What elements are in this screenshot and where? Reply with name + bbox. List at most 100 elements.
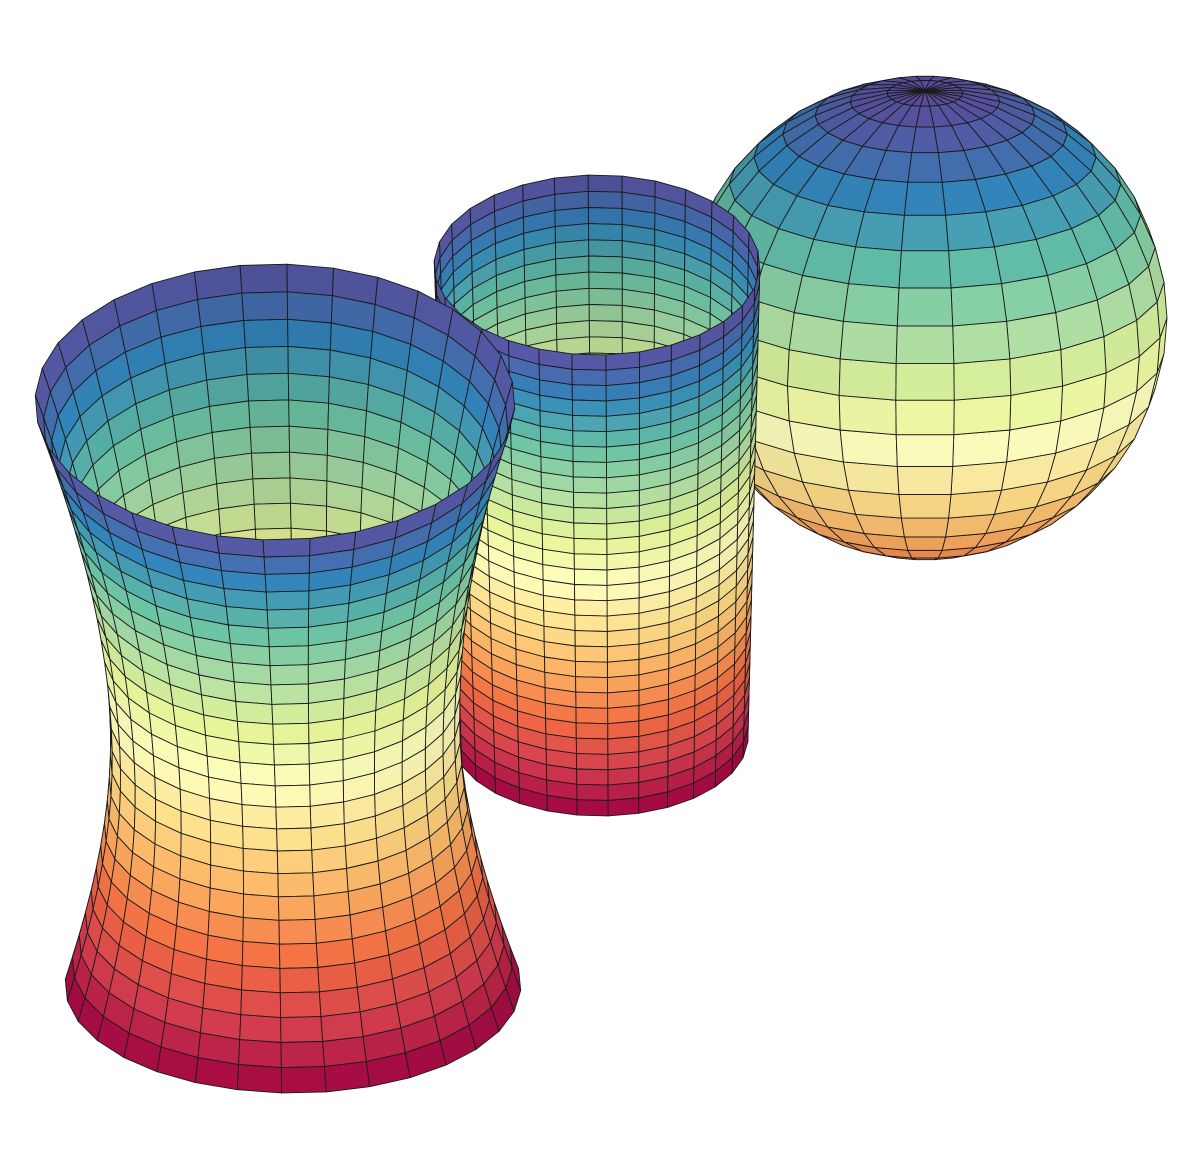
sphere-face (952, 429, 1011, 467)
hyperboloid-face (288, 399, 330, 430)
hyperboloid-face (243, 318, 289, 349)
hyperboloid-face (276, 849, 314, 875)
hyperboloid-face (236, 720, 275, 745)
hyperboloid-face (287, 345, 331, 378)
sphere-face (896, 465, 954, 495)
cylinder-face (574, 645, 608, 663)
sphere-face (900, 517, 950, 538)
cylinder-face (607, 766, 640, 786)
sphere-face (903, 536, 947, 551)
sphere-face (896, 287, 954, 327)
hyperboloid-face (240, 782, 277, 808)
hyperboloid-face (286, 291, 333, 324)
hyperboloid-face (280, 1041, 325, 1069)
hyperboloid-face (269, 664, 309, 686)
sphere-face (838, 394, 897, 436)
hyperboloid-face (264, 572, 310, 593)
hyperboloid-face (276, 827, 313, 852)
hyperboloid-face (241, 965, 281, 994)
hyperboloid-face (273, 763, 311, 787)
cylinder-face (606, 674, 640, 694)
hyperboloid-face (317, 962, 358, 993)
cylinder-face (588, 255, 623, 274)
cylinder-face (574, 599, 608, 617)
hyperboloid-face (233, 681, 273, 705)
hyperboloid-face (277, 872, 315, 898)
hyperboloid-face (271, 702, 310, 725)
sphere-face (900, 214, 950, 252)
hyperboloid-face (242, 847, 279, 875)
cylinder-face (607, 797, 640, 817)
cylinder-face (575, 676, 608, 694)
hyperboloid-face (323, 1061, 371, 1093)
hyperboloid-face (265, 590, 310, 611)
hyperboloid-face (236, 1064, 283, 1094)
hyperboloid-face (253, 502, 292, 530)
sphere-face (842, 283, 900, 327)
hyperboloid-face (274, 784, 311, 808)
cylinder-face (572, 461, 607, 479)
cylinder-face (571, 368, 607, 387)
hyperboloid-face (229, 643, 271, 667)
sphere-face (950, 461, 1008, 495)
cylinder-face (587, 207, 623, 226)
sphere-face (903, 181, 947, 216)
hyperboloid-face (263, 555, 311, 575)
cylinder-face (576, 753, 609, 771)
cylinder-face (575, 722, 609, 740)
hyperboloid-face (270, 683, 309, 705)
hyperboloid-face (241, 291, 289, 321)
sphere-face (842, 461, 900, 495)
hyperboloid-face (287, 372, 330, 404)
sphere-face (911, 126, 939, 154)
sphere-face (838, 358, 897, 401)
cylinder-face (587, 174, 623, 193)
hyperboloid-face (290, 502, 328, 532)
hyperboloid-face (231, 662, 272, 686)
cylinder-face (574, 614, 608, 632)
hyperboloid-face (239, 263, 288, 294)
cylinder-face (575, 737, 609, 755)
cylinder-face (573, 553, 608, 571)
hyperboloid-face (280, 1016, 324, 1043)
cylinder-face (607, 720, 640, 740)
cylinder-face (588, 304, 623, 322)
hyperboloid-face (268, 645, 309, 667)
cylinder-face (576, 799, 609, 817)
hyperboloid-face (241, 940, 281, 969)
cylinder-face (576, 783, 609, 801)
sphere-face (953, 358, 1012, 401)
hyperboloid-face (238, 741, 275, 766)
hyperboloid-face (246, 372, 290, 402)
hyperboloid-face (287, 318, 332, 351)
cylinder-face (571, 384, 607, 402)
hyperboloid-face (279, 967, 320, 994)
hyperboloid-face (242, 893, 280, 921)
cylinder-face (573, 522, 608, 540)
cylinder-face (573, 568, 608, 586)
hyperboloid-face (286, 263, 334, 297)
hyperboloid-face (280, 1066, 327, 1094)
hyperboloid-face (289, 477, 328, 507)
hyperboloid-face (272, 722, 310, 745)
hyperboloid-face (241, 804, 278, 830)
sphere-face (895, 363, 955, 401)
sphere-face (945, 211, 995, 252)
sphere-face (907, 152, 943, 183)
hyperboloid-face (239, 761, 276, 787)
sphere-face (839, 429, 898, 467)
cylinder-face (572, 445, 607, 463)
cylinder-face (571, 399, 607, 417)
cylinder-face (574, 584, 608, 602)
cylinder-face (588, 223, 623, 242)
cylinder-face (607, 735, 640, 755)
hyperboloid-face (239, 1014, 282, 1043)
sphere-face (895, 399, 955, 436)
cylinder-face (575, 707, 609, 725)
sphere-face (953, 394, 1012, 436)
hyperboloid-face (262, 538, 311, 558)
hyperboloid-face (244, 345, 289, 375)
hyperboloid-face (240, 989, 282, 1019)
sphere-face (855, 211, 905, 252)
